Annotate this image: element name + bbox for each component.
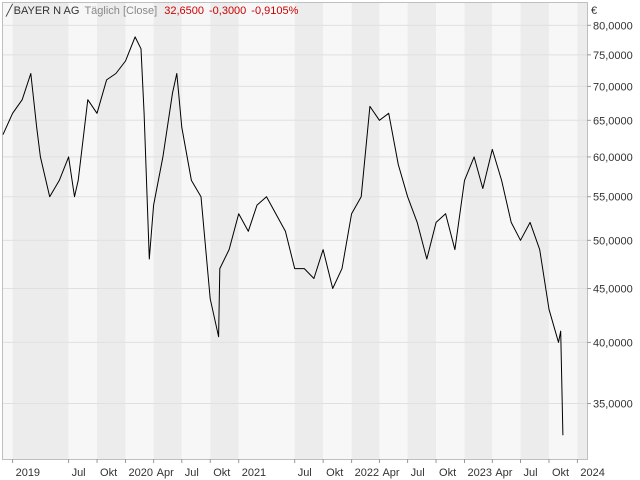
time-band (577, 3, 587, 459)
header-line: ╱BAYER N AG Täglich [Close] 32,6500 -0,3000… (5, 3, 299, 17)
x-tick-label: Jul (523, 467, 537, 479)
price-change: -0,3000 (209, 5, 246, 17)
x-tick-label: Jul (411, 467, 425, 479)
y-tick-label: 50,0000 (593, 235, 633, 247)
series-line (2, 36, 564, 436)
x-tick-label: Okt (213, 467, 230, 479)
price-change-pct: -0,9105% (251, 5, 298, 17)
y-tick-label: 55,0000 (593, 192, 633, 204)
x-tick-label: 2023 (468, 467, 492, 479)
x-tick-label: Apr (157, 467, 174, 479)
y-tick-label: 35,0000 (593, 398, 633, 410)
x-tick-label: Okt (439, 467, 456, 479)
time-band (323, 3, 352, 459)
instrument-name: BAYER N AG (14, 5, 80, 17)
x-tick-label: Okt (326, 467, 343, 479)
time-bands (3, 3, 587, 459)
time-band (294, 3, 324, 459)
time-band (520, 3, 549, 459)
x-tick-label: Okt (552, 467, 569, 479)
x-axis: 2019 Jul Okt 2020 Apr Jul Okt 2021 Jul Okt 2022 Apr… (12, 459, 605, 479)
y-tick-label: 75,0000 (593, 50, 633, 62)
x-tick-label: Jul (185, 467, 199, 479)
x-tick-label: Jul (72, 467, 86, 479)
time-band (238, 3, 295, 459)
time-band (68, 3, 98, 459)
time-band (492, 3, 521, 459)
grid-lines (3, 24, 587, 404)
chart-mode: Täglich [Close] (84, 5, 157, 17)
x-tick-label: 2022 (355, 467, 379, 479)
time-band (125, 3, 154, 459)
time-band (153, 3, 182, 459)
y-tick-label: 70,0000 (593, 81, 633, 93)
chart-header: ╱BAYER N AG Täglich [Close] 32,6500 -0,3000… (5, 3, 299, 17)
time-band (548, 3, 578, 459)
y-tick-label: 60,0000 (593, 152, 633, 164)
y-tick-label: 80,0000 (593, 20, 633, 32)
time-band (464, 3, 493, 459)
x-tick-label: 2024 (580, 467, 604, 479)
time-band (351, 3, 380, 459)
y-axis: 35,0000 40,0000 45,0000 50,0000 55,0000 60,00… (587, 20, 633, 410)
last-price: 32,6500 (164, 5, 204, 17)
time-band (3, 3, 13, 459)
x-tick-label: Jul (298, 467, 312, 479)
x-tick-label: Okt (100, 467, 117, 479)
time-band (12, 3, 69, 459)
x-tick-label: 2021 (242, 467, 266, 479)
time-band (379, 3, 408, 459)
y-tick-label: 65,0000 (593, 115, 633, 127)
time-band (181, 3, 211, 459)
x-tick-label: 2019 (16, 467, 40, 479)
line-style-glyph: ╱ (5, 3, 14, 17)
y-tick-label: 45,0000 (593, 284, 633, 296)
y-tick-label: 40,0000 (593, 337, 633, 349)
currency-label: € (591, 5, 597, 17)
x-tick-label: Apr (382, 467, 399, 479)
time-band (97, 3, 126, 459)
time-band (407, 3, 437, 459)
x-tick-label: 2020 (128, 467, 152, 479)
x-tick-label: Apr (495, 467, 512, 479)
